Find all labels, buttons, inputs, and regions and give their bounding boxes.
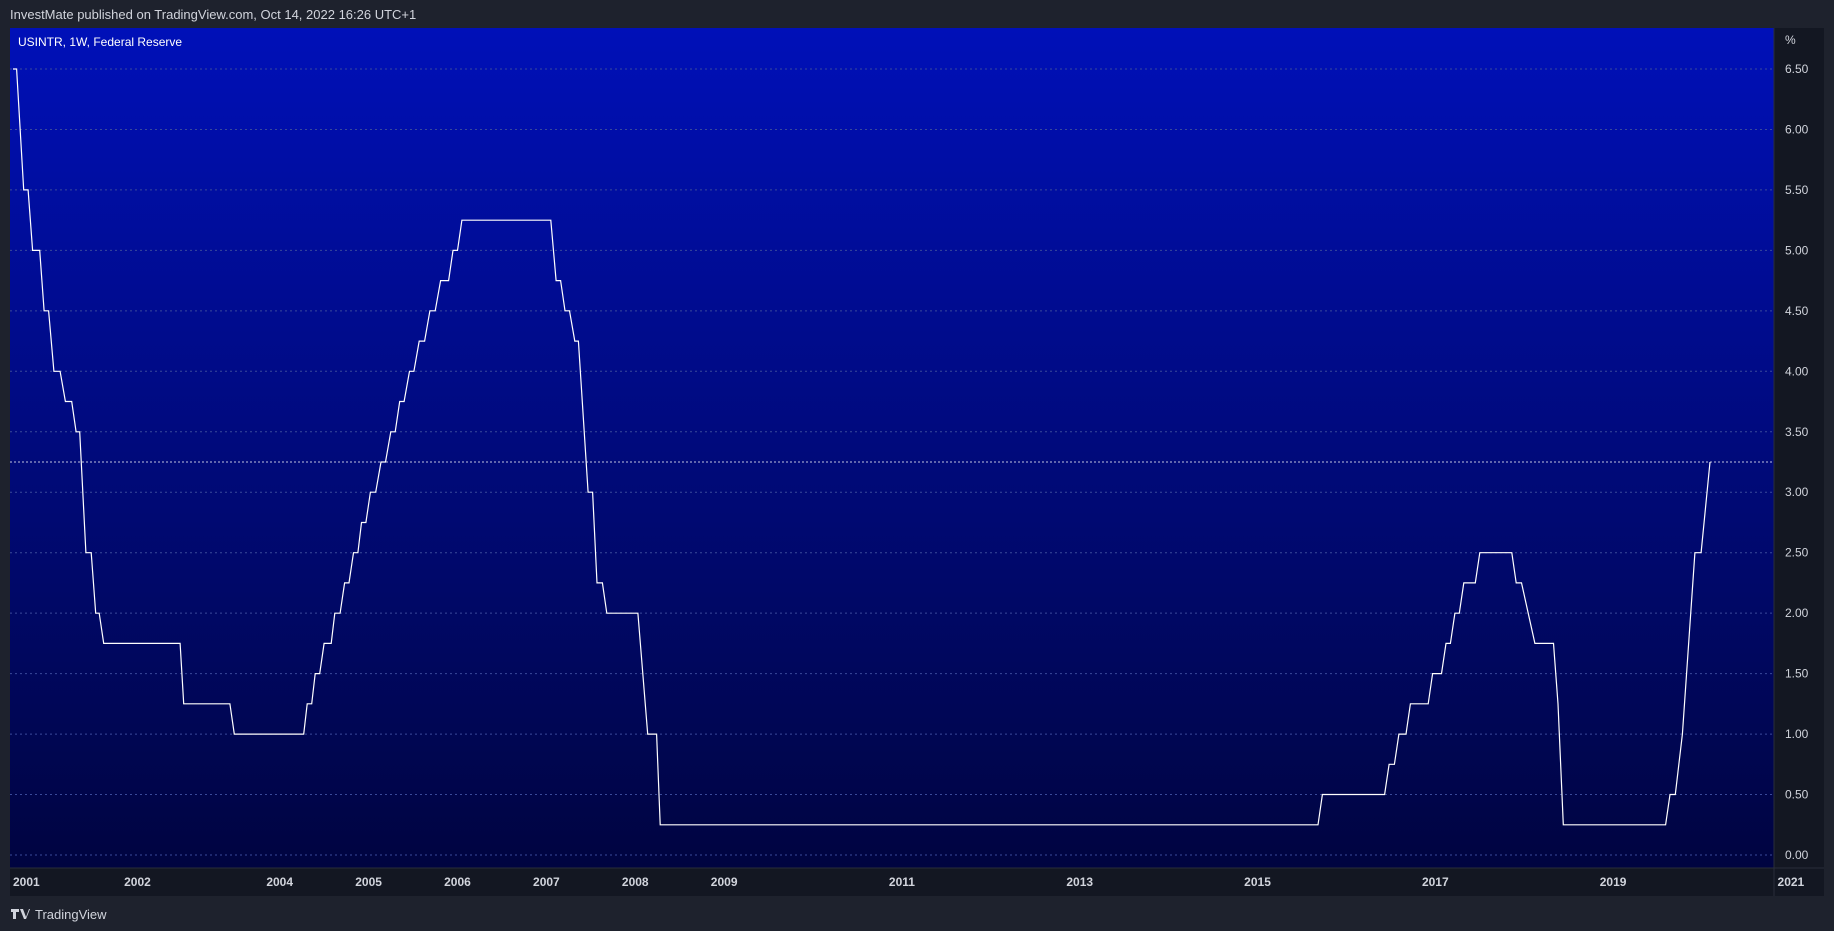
x-tick-label: 2009 xyxy=(711,875,738,889)
y-axis: 6.50 6.00 5.50 5.00 4.50 4.00 3.50 3.00 2.50 2.00… xyxy=(1785,62,1809,862)
y-tick-label: 6.00 xyxy=(1785,122,1809,136)
x-tick-label: 2002 xyxy=(124,875,151,889)
y-tick-label: 1.50 xyxy=(1785,667,1809,681)
series-line xyxy=(13,68,1711,826)
series-group xyxy=(10,68,1774,826)
y-tick-label: 5.00 xyxy=(1785,243,1809,257)
plot-area xyxy=(10,28,1774,868)
y-tick-label: 2.50 xyxy=(1785,546,1809,560)
x-tick-label: 2021 xyxy=(1778,875,1805,889)
x-tick-label: 2005 xyxy=(355,875,382,889)
x-tick-label: 2011 xyxy=(889,875,915,889)
x-tick-label: 2004 xyxy=(266,875,293,889)
x-tick-label: 2001 xyxy=(13,875,40,889)
y-tick-label: 0.00 xyxy=(1785,848,1809,862)
y-tick-label: 1.00 xyxy=(1785,727,1809,741)
x-tick-label: 2017 xyxy=(1422,875,1449,889)
footer: TradingView xyxy=(10,903,107,925)
y-tick-label: 6.50 xyxy=(1785,62,1809,76)
y-axis-unit: % xyxy=(1785,33,1796,47)
brand-name: TradingView xyxy=(35,906,107,922)
x-tick-label: 2015 xyxy=(1244,875,1271,889)
y-tick-label: 2.00 xyxy=(1785,606,1809,620)
x-tick-label: 2013 xyxy=(1066,875,1093,889)
x-axis: 2001 2002 2004 2005 2006 2007 2008 2009 2011 2013… xyxy=(13,875,1805,889)
y-tick-label: 0.50 xyxy=(1785,788,1809,802)
y-tick-label: 4.00 xyxy=(1785,364,1809,378)
x-tick-label: 2019 xyxy=(1600,875,1627,889)
x-tick-label: 2007 xyxy=(533,875,560,889)
y-tick-label: 4.50 xyxy=(1785,304,1809,318)
x-tick-label: 2008 xyxy=(622,875,649,889)
symbol-label[interactable]: USINTR, 1W, Federal Reserve xyxy=(18,35,183,49)
x-tick-label: 2006 xyxy=(444,875,471,889)
publish-header: InvestMate published on TradingView.com,… xyxy=(10,7,417,22)
tradingview-logo-icon xyxy=(11,909,30,919)
y-tick-label: 3.50 xyxy=(1785,425,1809,439)
y-tick-label: 5.50 xyxy=(1785,183,1809,197)
y-tick-label: 3.00 xyxy=(1785,485,1809,499)
